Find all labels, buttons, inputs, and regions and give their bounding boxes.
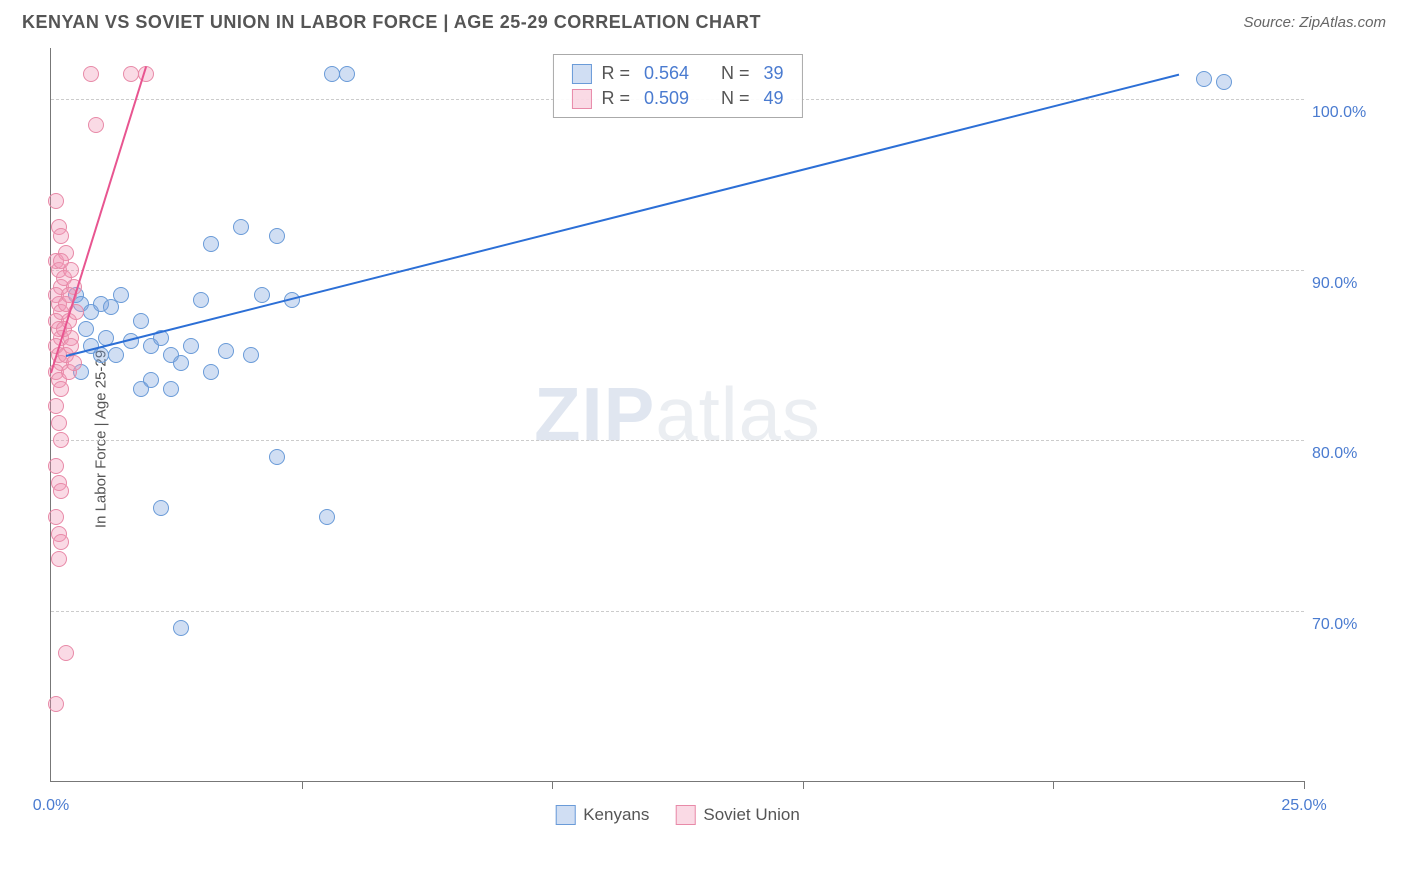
legend-item: Kenyans — [555, 805, 649, 825]
trend-line — [50, 66, 147, 373]
scatter-point — [233, 219, 249, 235]
r-value: 0.564 — [644, 63, 689, 84]
scatter-point — [78, 321, 94, 337]
header-row: KENYAN VS SOVIET UNION IN LABOR FORCE | … — [0, 0, 1406, 41]
scatter-point — [163, 381, 179, 397]
scatter-point — [51, 551, 67, 567]
x-tick — [552, 781, 553, 789]
y-tick-label: 90.0% — [1312, 275, 1376, 293]
scatter-point — [66, 355, 82, 371]
y-tick-label: 80.0% — [1312, 445, 1376, 463]
scatter-point — [48, 458, 64, 474]
scatter-point — [83, 66, 99, 82]
x-tick-label: 0.0% — [33, 797, 69, 815]
plot-area: ZIPatlas 70.0%80.0%90.0%100.0%0.0%25.0%R… — [50, 48, 1304, 782]
scatter-point — [203, 236, 219, 252]
scatter-point — [173, 355, 189, 371]
r-label: R = — [601, 88, 630, 109]
scatter-point — [53, 381, 69, 397]
scatter-point — [53, 483, 69, 499]
x-tick — [803, 781, 804, 789]
n-label: N = — [721, 63, 750, 84]
scatter-point — [123, 66, 139, 82]
x-tick — [1304, 781, 1305, 789]
scatter-point — [48, 398, 64, 414]
scatter-point — [324, 66, 340, 82]
scatter-point — [133, 381, 149, 397]
scatter-point — [51, 415, 67, 431]
legend-swatch — [571, 64, 591, 84]
legend-swatch — [555, 805, 575, 825]
scatter-point — [339, 66, 355, 82]
legend-item: Soviet Union — [675, 805, 799, 825]
scatter-point — [254, 287, 270, 303]
x-tick — [302, 781, 303, 789]
scatter-point — [88, 117, 104, 133]
scatter-point — [203, 364, 219, 380]
scatter-point — [48, 696, 64, 712]
n-label: N = — [721, 88, 750, 109]
chart-title: KENYAN VS SOVIET UNION IN LABOR FORCE | … — [22, 12, 761, 33]
x-tick-label: 25.0% — [1281, 797, 1326, 815]
scatter-point — [218, 343, 234, 359]
scatter-point — [48, 509, 64, 525]
stats-row: R = 0.564 N = 39 — [571, 61, 783, 86]
r-label: R = — [601, 63, 630, 84]
n-value: 49 — [764, 88, 784, 109]
scatter-point — [113, 287, 129, 303]
scatter-point — [48, 193, 64, 209]
scatter-point — [173, 620, 189, 636]
watermark-zip: ZIP — [534, 372, 655, 457]
scatter-point — [58, 645, 74, 661]
legend-swatch — [571, 89, 591, 109]
scatter-point — [108, 347, 124, 363]
scatter-point — [269, 449, 285, 465]
n-value: 39 — [764, 63, 784, 84]
watermark-atlas: atlas — [655, 372, 821, 457]
legend-label: Soviet Union — [703, 805, 799, 825]
x-tick — [1053, 781, 1054, 789]
gridline — [51, 611, 1304, 612]
scatter-point — [319, 509, 335, 525]
scatter-point — [53, 534, 69, 550]
scatter-point — [1196, 71, 1212, 87]
chart-container: In Labor Force | Age 25-29 ZIPatlas 70.0… — [22, 48, 1384, 830]
stats-row: R = 0.509 N = 49 — [571, 86, 783, 111]
legend-swatch — [675, 805, 695, 825]
scatter-point — [183, 338, 199, 354]
stats-box: R = 0.564 N = 39 R = 0.509 N = 49 — [552, 54, 802, 118]
source-label: Source: ZipAtlas.com — [1243, 14, 1386, 31]
scatter-point — [53, 253, 69, 269]
r-value: 0.509 — [644, 88, 689, 109]
gridline — [51, 440, 1304, 441]
legend: Kenyans Soviet Union — [555, 805, 800, 825]
legend-label: Kenyans — [583, 805, 649, 825]
scatter-point — [133, 313, 149, 329]
scatter-point — [53, 432, 69, 448]
scatter-point — [153, 500, 169, 516]
scatter-point — [243, 347, 259, 363]
y-tick-label: 100.0% — [1312, 104, 1376, 122]
scatter-point — [193, 292, 209, 308]
gridline — [51, 270, 1304, 271]
scatter-point — [269, 228, 285, 244]
scatter-point — [53, 228, 69, 244]
y-tick-label: 70.0% — [1312, 616, 1376, 634]
watermark: ZIPatlas — [534, 371, 821, 458]
scatter-point — [1216, 74, 1232, 90]
